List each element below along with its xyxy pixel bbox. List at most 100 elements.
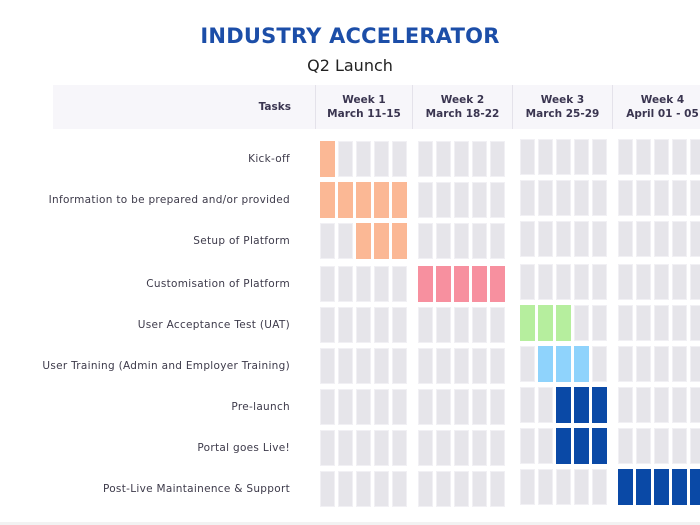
empty-day-cell — [356, 471, 371, 507]
task-label: Post-Live Maintainence & Support — [102, 483, 290, 495]
task-label: Pre-launch — [231, 401, 290, 413]
chart-title: INDUSTRY ACCELERATOR — [200, 24, 500, 48]
task-label: Setup of Platform — [193, 235, 290, 247]
empty-day-cell — [690, 346, 700, 382]
empty-day-cell — [672, 221, 687, 257]
week-dates: March 11-15 — [327, 108, 401, 120]
task-bar-cell — [592, 428, 607, 464]
empty-day-cell — [654, 387, 669, 423]
empty-day-cell — [538, 221, 553, 257]
empty-day-cell — [618, 139, 633, 175]
empty-day-cell — [556, 264, 571, 300]
empty-day-cell — [320, 389, 335, 425]
empty-day-cell — [436, 182, 451, 218]
empty-day-cell — [520, 139, 535, 175]
empty-day-cell — [320, 223, 335, 259]
empty-day-cell — [690, 264, 700, 300]
empty-day-cell — [672, 180, 687, 216]
task-bar-cell — [338, 182, 353, 218]
task-bar-cell — [374, 182, 389, 218]
empty-day-cell — [338, 389, 353, 425]
empty-day-cell — [672, 346, 687, 382]
empty-day-cell — [374, 430, 389, 466]
empty-day-cell — [574, 139, 589, 175]
tasks-column-header: Tasks — [258, 101, 291, 113]
empty-day-cell — [556, 180, 571, 216]
empty-day-cell — [436, 471, 451, 507]
empty-day-cell — [454, 430, 469, 466]
empty-day-cell — [574, 264, 589, 300]
task-bar-cell — [556, 305, 571, 341]
empty-day-cell — [520, 221, 535, 257]
header-band — [53, 85, 700, 129]
empty-day-cell — [454, 348, 469, 384]
empty-day-cell — [356, 430, 371, 466]
task-bar-cell — [454, 266, 469, 302]
task-bar-cell — [690, 469, 700, 505]
empty-day-cell — [636, 264, 651, 300]
empty-day-cell — [592, 264, 607, 300]
empty-day-cell — [320, 307, 335, 343]
empty-day-cell — [520, 428, 535, 464]
empty-day-cell — [338, 348, 353, 384]
bottom-divider — [0, 522, 700, 525]
empty-day-cell — [436, 307, 451, 343]
task-bar-cell — [672, 469, 687, 505]
empty-day-cell — [592, 469, 607, 505]
empty-day-cell — [636, 387, 651, 423]
empty-day-cell — [618, 387, 633, 423]
empty-day-cell — [454, 389, 469, 425]
empty-day-cell — [392, 389, 407, 425]
empty-day-cell — [490, 389, 505, 425]
empty-day-cell — [338, 307, 353, 343]
empty-day-cell — [592, 305, 607, 341]
empty-day-cell — [320, 471, 335, 507]
task-bar-cell — [574, 346, 589, 382]
empty-day-cell — [672, 387, 687, 423]
empty-day-cell — [654, 346, 669, 382]
empty-day-cell — [592, 139, 607, 175]
empty-day-cell — [374, 389, 389, 425]
empty-day-cell — [538, 264, 553, 300]
week-header-3: Week 3 March 25-29 — [512, 85, 612, 129]
task-bar-cell — [636, 469, 651, 505]
task-bar-cell — [356, 223, 371, 259]
task-bar-cell — [418, 266, 433, 302]
task-bar-cell — [520, 305, 535, 341]
task-bar-cell — [490, 266, 505, 302]
week-dates: April 01 - 05 — [626, 108, 699, 120]
empty-day-cell — [418, 348, 433, 384]
empty-day-cell — [436, 430, 451, 466]
empty-day-cell — [392, 141, 407, 177]
empty-day-cell — [592, 180, 607, 216]
empty-day-cell — [356, 141, 371, 177]
task-bar-cell — [592, 387, 607, 423]
empty-day-cell — [490, 141, 505, 177]
empty-day-cell — [636, 180, 651, 216]
task-label: User Acceptance Test (UAT) — [137, 319, 290, 331]
empty-day-cell — [490, 471, 505, 507]
week-header-4: Week 4 April 01 - 05 — [612, 85, 700, 129]
empty-day-cell — [654, 221, 669, 257]
empty-day-cell — [392, 430, 407, 466]
empty-day-cell — [454, 471, 469, 507]
empty-day-cell — [374, 141, 389, 177]
empty-day-cell — [672, 428, 687, 464]
empty-day-cell — [374, 266, 389, 302]
empty-day-cell — [472, 223, 487, 259]
empty-day-cell — [356, 348, 371, 384]
task-label: Customisation of Platform — [146, 278, 290, 290]
empty-day-cell — [592, 221, 607, 257]
empty-day-cell — [374, 348, 389, 384]
empty-day-cell — [454, 141, 469, 177]
empty-day-cell — [520, 469, 535, 505]
empty-day-cell — [320, 266, 335, 302]
empty-day-cell — [538, 428, 553, 464]
empty-day-cell — [690, 139, 700, 175]
task-bar-cell — [574, 387, 589, 423]
task-bar-cell — [392, 223, 407, 259]
empty-day-cell — [392, 307, 407, 343]
empty-day-cell — [454, 182, 469, 218]
empty-day-cell — [472, 348, 487, 384]
empty-day-cell — [490, 307, 505, 343]
